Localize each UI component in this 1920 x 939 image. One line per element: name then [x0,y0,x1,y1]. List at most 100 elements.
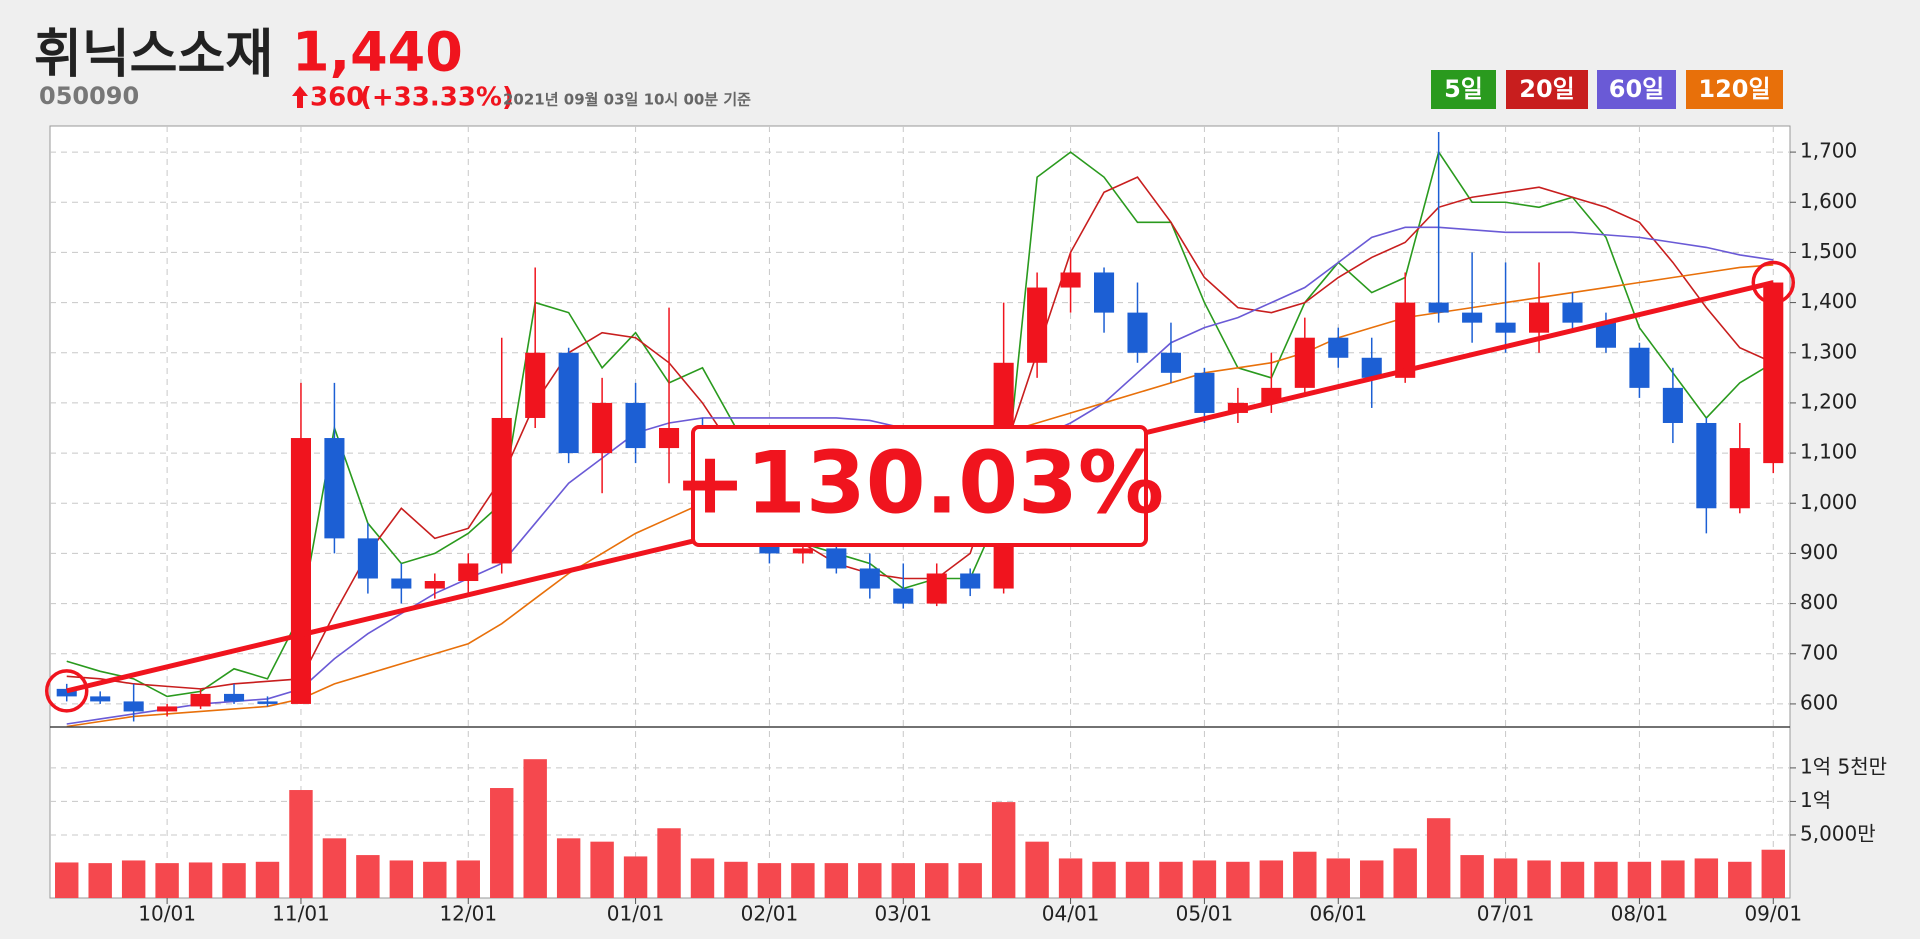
candle-body [157,706,178,712]
change-rate: (+33.33%) [360,83,514,113]
volume-bar [657,828,681,898]
candle-body [859,568,880,589]
legend-label[interactable]: 5일 [1444,75,1483,103]
legend-label[interactable]: 60일 [1609,75,1664,103]
volume-bar [523,759,547,898]
volume-bar [456,860,480,898]
volume-bar [925,863,949,898]
candle-body [926,573,947,604]
grid: 600 700 800 900 1,000 1,100 1,200 1,300 1,400 1,5… [50,126,1887,926]
candle-body [525,352,546,418]
candle-body [1562,302,1583,323]
legend-button[interactable] [1506,70,1588,109]
candle-body [1194,372,1215,413]
candle-body [1696,422,1717,509]
candle-body [257,701,278,704]
y-tick-label: 900 [1800,540,1838,564]
candle-body [290,438,311,704]
y-tick-label: 1,600 [1800,189,1857,213]
x-tick-label: 02/01 [741,902,799,926]
volume-bar [88,863,112,898]
candle-body [659,428,680,449]
candle-body [1060,272,1081,288]
x-tick-label: 08/01 [1611,902,1669,926]
candle-body [224,693,245,702]
moving-average-line [66,150,1774,698]
volume-bar [1527,860,1551,898]
annotation-label: +130.03% [674,433,1164,533]
candle-body [1495,322,1516,333]
x-tick-label: 06/01 [1309,902,1367,926]
candle-body [625,402,646,449]
candle-body [558,352,579,454]
candle-body [592,402,613,454]
volume-bar [690,858,715,898]
legend-label[interactable]: 120일 [1698,75,1770,103]
volume-bar [1025,841,1049,898]
x-tick-label: 07/01 [1477,902,1535,926]
candle-body [792,548,813,554]
x-tick-label: 01/01 [607,902,665,926]
x-tick-label: 11/01 [272,902,330,926]
y-tick-label: 1,700 [1800,139,1857,163]
volume-bar [824,863,849,898]
price: 1,440 [292,21,463,84]
candle-body [893,588,914,604]
candle-body [1763,282,1784,464]
volume-bar [1226,861,1250,898]
candle-body [1294,337,1315,388]
volume-bar [1293,851,1317,898]
candle-body [1027,287,1048,363]
x-tick-label: 10/01 [138,902,196,926]
volume-bar [1627,861,1652,898]
legend-button[interactable] [1686,70,1783,109]
candle-body [1361,357,1382,378]
volume-bar [958,863,982,898]
volume-bar [55,862,79,898]
volume-bar [423,861,447,898]
volume-bar [623,856,648,898]
volume-bar [490,788,514,898]
volume-bar [121,860,146,898]
volume-tick-label: 1억 5천만 [1800,754,1887,778]
candle-body [1729,448,1750,509]
volume-bar [389,860,414,898]
volume-bar [891,863,915,898]
y-tick-label: 1,300 [1800,339,1857,363]
candle-body [1127,312,1148,353]
volume-bar [791,863,815,898]
legend-button[interactable] [1431,70,1496,109]
volume-bar [289,790,313,898]
candle-body [391,578,412,589]
legend-label[interactable]: 20일 [1519,75,1574,103]
candle-body [1227,402,1248,413]
candle-body [424,581,445,589]
candle-body [324,438,345,539]
y-tick-label: 600 [1800,690,1838,714]
candle-body [491,417,512,564]
volume-bar [556,838,581,898]
candle-body [1662,387,1683,423]
change: 360 [310,83,364,113]
end-marker [1751,260,1796,305]
volume-bar [1426,818,1451,898]
candle-body [826,548,847,569]
stock-code: 050090 [39,82,139,110]
legend-button[interactable] [1597,70,1676,109]
candle-body [357,538,378,579]
volume-bar [255,861,280,898]
volume-bar [991,802,1016,898]
volume-bar [1092,861,1116,898]
volume-tick-label: 5,000만 [1800,821,1876,845]
volume-bar [1360,860,1384,898]
candle-body [1160,352,1181,373]
x-tick-label: 03/01 [874,902,932,926]
volume-bar [1259,860,1284,898]
candle-body [56,688,77,697]
volume-bar [155,863,179,898]
volume-bar [1192,860,1217,898]
volume-bar [356,855,380,898]
volume-bar [1326,858,1350,898]
volume-bar [1728,861,1752,898]
